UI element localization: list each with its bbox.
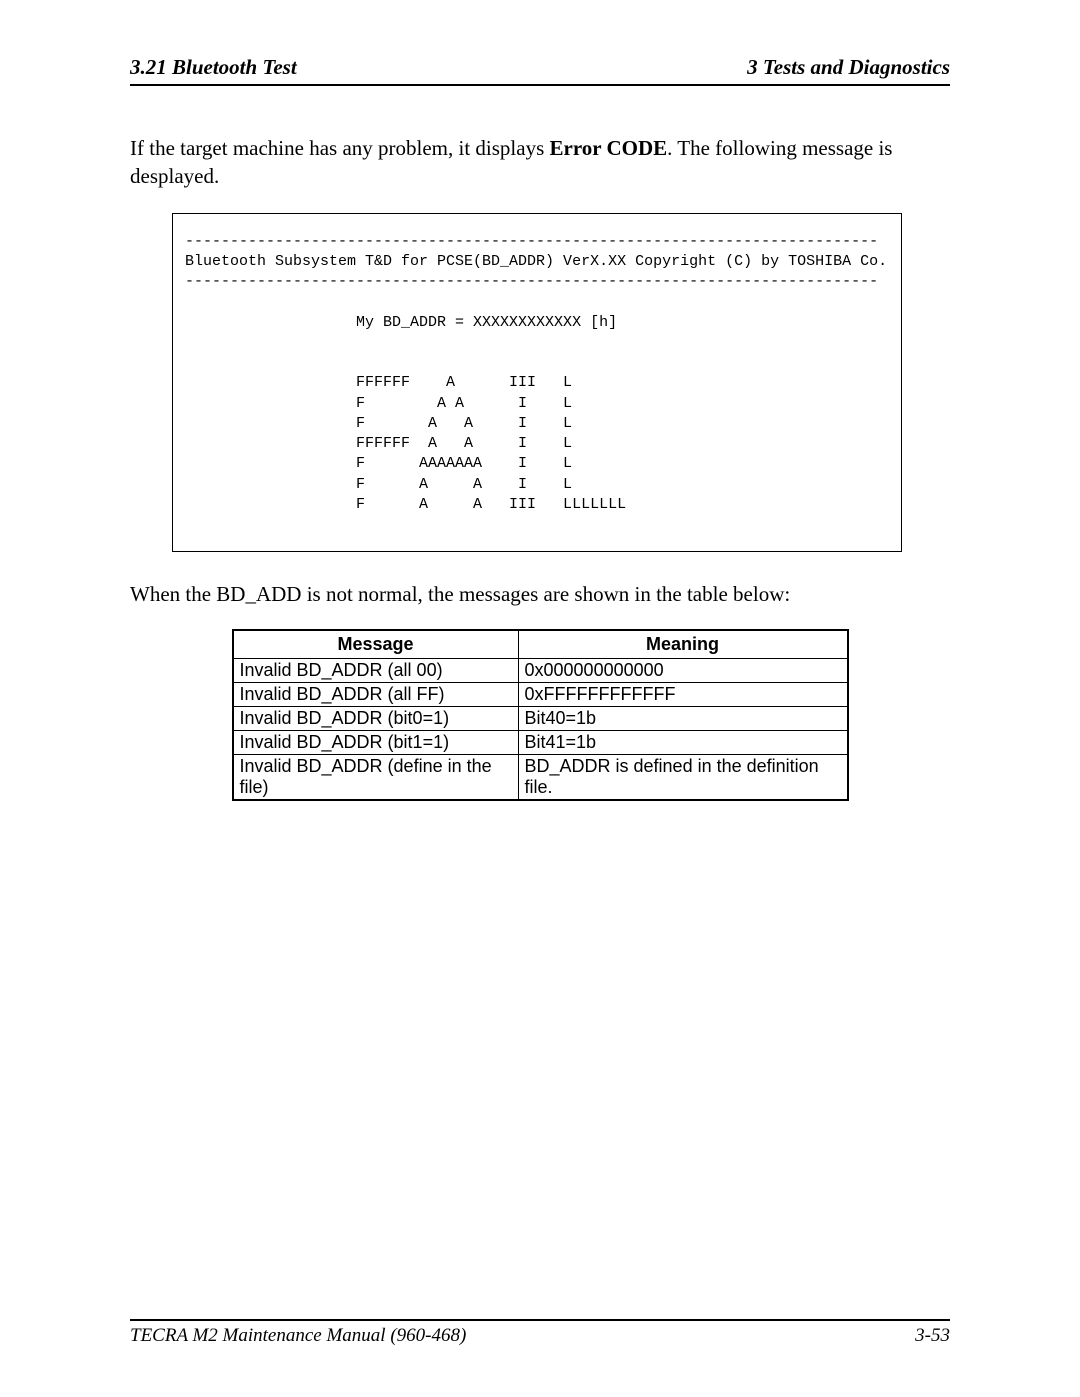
intro-paragraph: If the target machine has any problem, i… (130, 134, 950, 191)
table-cell: Bit41=1b (518, 731, 848, 755)
table-cell: 0x000000000000 (518, 659, 848, 683)
intro-bold: Error CODE (550, 136, 668, 160)
table-cell: Invalid BD_ADDR (all 00) (233, 659, 519, 683)
table-row: Invalid BD_ADDR (all FF) 0xFFFFFFFFFFFF (233, 683, 848, 707)
table-cell: Invalid BD_ADDR (all FF) (233, 683, 519, 707)
table-cell: Bit40=1b (518, 707, 848, 731)
footer-line: TECRA M2 Maintenance Manual (960-468) 3-… (130, 1319, 950, 1347)
page: 3.21 Bluetooth Test 3 Tests and Diagnost… (0, 0, 1080, 1397)
table-cell: Invalid BD_ADDR (bit0=1) (233, 707, 519, 731)
page-footer: TECRA M2 Maintenance Manual (960-468) 3-… (130, 1319, 950, 1347)
table-header-meaning: Meaning (518, 630, 848, 659)
table-header-message: Message (233, 630, 519, 659)
intro-text-1: If the target machine has any problem, i… (130, 136, 550, 160)
header-left: 3.21 Bluetooth Test (130, 55, 297, 80)
table-header-row: Message Meaning (233, 630, 848, 659)
table-body: Invalid BD_ADDR (all 00) 0x000000000000 … (233, 659, 848, 801)
console-output: ----------------------------------------… (172, 213, 902, 553)
table-cell: BD_ADDR is defined in the definition fil… (518, 755, 848, 801)
table-row: Invalid BD_ADDR (bit0=1) Bit40=1b (233, 707, 848, 731)
table-row: Invalid BD_ADDR (all 00) 0x000000000000 (233, 659, 848, 683)
footer-right: 3-53 (915, 1325, 950, 1347)
table-cell: 0xFFFFFFFFFFFF (518, 683, 848, 707)
table-cell: Invalid BD_ADDR (define in the file) (233, 755, 519, 801)
header-right: 3 Tests and Diagnostics (747, 55, 950, 80)
page-header: 3.21 Bluetooth Test 3 Tests and Diagnost… (130, 55, 950, 86)
message-table: Message Meaning Invalid BD_ADDR (all 00)… (232, 629, 849, 801)
table-cell: Invalid BD_ADDR (bit1=1) (233, 731, 519, 755)
table-row: Invalid BD_ADDR (define in the file) BD_… (233, 755, 848, 801)
footer-left: TECRA M2 Maintenance Manual (960-468) (130, 1325, 466, 1347)
table-row: Invalid BD_ADDR (bit1=1) Bit41=1b (233, 731, 848, 755)
after-console-text: When the BD_ADD is not normal, the messa… (130, 582, 950, 607)
